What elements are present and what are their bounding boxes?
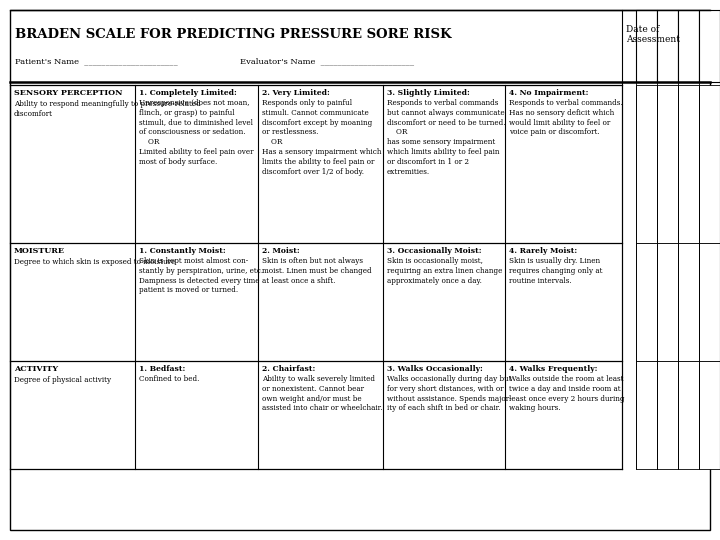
- Text: 3. Occasionally Moist:: 3. Occasionally Moist:: [387, 247, 482, 255]
- Text: 3. Walks Occasionally:: 3. Walks Occasionally:: [387, 365, 483, 373]
- Text: Walks outside the room at least
twice a day and inside room at
least once every : Walks outside the room at least twice a …: [509, 375, 624, 413]
- Text: Unresponsive (does not moan,
flinch, or grasp) to painful
stimuli, due to dimini: Unresponsive (does not moan, flinch, or …: [139, 99, 253, 166]
- Bar: [636, 361, 657, 469]
- Text: Responds to verbal commands.
Has no sensory deficit which
would limit ability to: Responds to verbal commands. Has no sens…: [509, 99, 623, 137]
- Bar: [657, 243, 678, 361]
- Text: Confined to bed.: Confined to bed.: [139, 375, 199, 383]
- Text: Skin is usually dry. Linen
requires changing only at
routine intervals.: Skin is usually dry. Linen requires chan…: [509, 257, 603, 285]
- Text: MOISTURE: MOISTURE: [14, 247, 65, 255]
- Text: Ability to walk severely limited
or nonexistent. Cannot bear
own weight and/or m: Ability to walk severely limited or none…: [262, 375, 382, 413]
- Text: 2. Very Limited:: 2. Very Limited:: [262, 89, 330, 97]
- Bar: [699, 85, 720, 243]
- Text: Skin is often but not always
moist. Linen must be changed
at least once a shift.: Skin is often but not always moist. Line…: [262, 257, 372, 285]
- Bar: [699, 10, 720, 82]
- Text: Date of
Assessment: Date of Assessment: [626, 25, 680, 44]
- Bar: [636, 243, 657, 361]
- Text: Responds only to painful
stimuli. Cannot communicate
discomfort except by moanin: Responds only to painful stimuli. Cannot…: [262, 99, 382, 176]
- Text: SENSORY PERCEPTION: SENSORY PERCEPTION: [14, 89, 122, 97]
- Text: Degree to which skin is exposed to moisture: Degree to which skin is exposed to moist…: [14, 258, 176, 266]
- Bar: [657, 361, 678, 469]
- Text: Skin is occasionally moist,
requiring an extra linen change
approximately once a: Skin is occasionally moist, requiring an…: [387, 257, 503, 285]
- Text: Walks occasionally during day but
for very short distances, with or
without assi: Walks occasionally during day but for ve…: [387, 375, 512, 413]
- Bar: [636, 85, 657, 243]
- Bar: [636, 10, 657, 82]
- Text: 2. Chairfast:: 2. Chairfast:: [262, 365, 315, 373]
- Text: 1. Constantly Moist:: 1. Constantly Moist:: [139, 247, 226, 255]
- Text: 3. Slightly Limited:: 3. Slightly Limited:: [387, 89, 470, 97]
- Bar: [678, 361, 699, 469]
- Text: Ability to respond meaningfully to pressure-related
discomfort: Ability to respond meaningfully to press…: [14, 100, 201, 118]
- Text: 2. Moist:: 2. Moist:: [262, 247, 300, 255]
- Bar: [699, 361, 720, 469]
- Text: Patient's Name  ______________________: Patient's Name ______________________: [15, 57, 178, 65]
- Text: 4. No Impairment:: 4. No Impairment:: [509, 89, 588, 97]
- Bar: [657, 10, 678, 82]
- Bar: [678, 10, 699, 82]
- Bar: [678, 243, 699, 361]
- Text: ACTIVITY: ACTIVITY: [14, 365, 58, 373]
- Text: BRADEN SCALE FOR PREDICTING PRESSURE SORE RISK: BRADEN SCALE FOR PREDICTING PRESSURE SOR…: [15, 28, 451, 41]
- Text: 1. Completely Limited:: 1. Completely Limited:: [139, 89, 237, 97]
- Text: Degree of physical activity: Degree of physical activity: [14, 376, 111, 384]
- Text: Responds to verbal commands
but cannot always communicate
discomfort or need to : Responds to verbal commands but cannot a…: [387, 99, 505, 176]
- Bar: [657, 85, 678, 243]
- Text: Evaluator's Name  ______________________: Evaluator's Name ______________________: [240, 57, 414, 65]
- Text: Skin is kept moist almost con-
stantly by perspiration, urine, etc.
Dampness is : Skin is kept moist almost con- stantly b…: [139, 257, 263, 294]
- Bar: [699, 243, 720, 361]
- Text: 1. Bedfast:: 1. Bedfast:: [139, 365, 185, 373]
- Text: 4. Walks Frequently:: 4. Walks Frequently:: [509, 365, 598, 373]
- Text: 4. Rarely Moist:: 4. Rarely Moist:: [509, 247, 577, 255]
- Bar: [678, 85, 699, 243]
